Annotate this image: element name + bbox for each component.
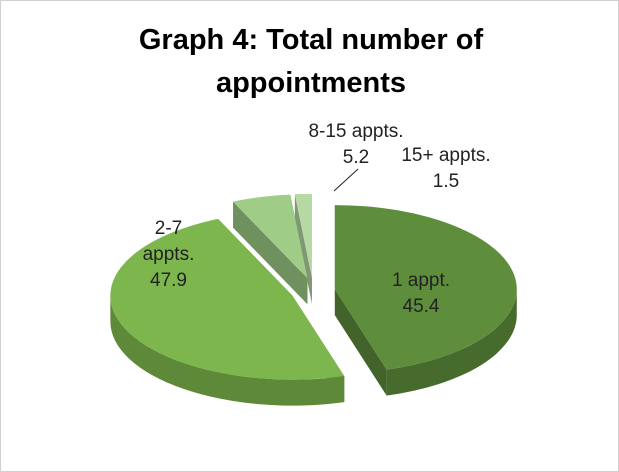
slice [110,218,345,380]
slice [294,193,312,278]
data-label: 15+ appts. 1.5 [386,143,506,195]
label-value: 5.2 [342,147,370,168]
data-label: 8-15 appts. 5.2 [301,119,411,171]
label-value: 1.5 [432,171,460,192]
slice-cut [294,194,312,304]
label-value: 47.9 [150,270,187,291]
slice [233,194,308,279]
label-category: 8-15 appts. [308,121,404,142]
slice-side [110,295,345,406]
slice-cut [233,201,308,305]
chart-title: Graph 4: Total number of appointments [138,24,484,99]
data-label: 2-7 appts. 47.9 [136,216,201,294]
slice [334,205,517,370]
label-value: 45.4 [402,296,440,317]
label-category: 1 appt. [391,270,451,291]
slice-tops [110,193,517,380]
label-category: 15+ appts. [401,145,491,166]
data-label: 1 appt. 45.4 [366,268,476,320]
leader-line [333,168,359,192]
slice-side [386,289,517,396]
label-category: 2-7 appts. [142,218,195,265]
slice-cut [334,289,387,396]
